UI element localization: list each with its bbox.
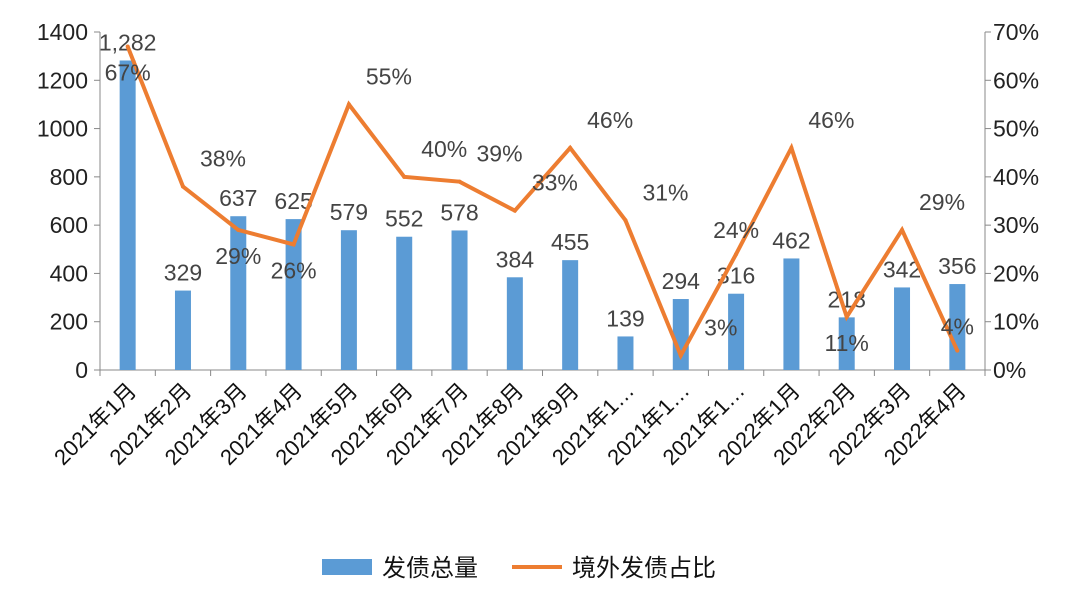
left-tick-label: 0 xyxy=(75,357,88,383)
bar-data-label: 384 xyxy=(496,246,535,272)
left-tick-label: 1400 xyxy=(37,19,88,45)
line-data-label: 31% xyxy=(642,179,688,205)
line-point xyxy=(568,145,573,150)
bar xyxy=(119,60,136,370)
bar-data-label: 455 xyxy=(551,229,589,255)
line-point xyxy=(457,179,462,184)
line-point xyxy=(623,218,628,223)
right-tick-label: 40% xyxy=(993,164,1039,190)
right-tick-label: 10% xyxy=(993,309,1039,335)
bar-data-label: 294 xyxy=(662,268,701,294)
bar xyxy=(506,277,523,370)
bar xyxy=(617,336,634,370)
bar xyxy=(949,284,966,370)
line-point xyxy=(402,174,407,179)
line-data-label: 11% xyxy=(825,330,869,356)
line-data-label: 55% xyxy=(366,63,412,89)
line-point xyxy=(291,242,296,247)
right-tick-label: 50% xyxy=(993,116,1039,142)
line-point xyxy=(789,145,794,150)
right-tick-label: 0% xyxy=(993,357,1026,383)
line-data-label: 40% xyxy=(421,136,467,162)
legend-bar-swatch xyxy=(322,559,372,575)
line-point xyxy=(955,348,960,353)
bar-data-label: 579 xyxy=(330,199,368,225)
line-point xyxy=(236,227,241,232)
line-data-label: 26% xyxy=(271,257,317,283)
bar xyxy=(285,219,302,370)
bar xyxy=(396,236,413,370)
line-data-label: 29% xyxy=(919,189,965,215)
bar-data-label: 356 xyxy=(938,253,976,279)
left-tick-label: 1000 xyxy=(37,116,88,142)
line-data-label: 24% xyxy=(713,217,759,243)
line-point xyxy=(180,184,185,189)
legend-line-label: 境外发债占比 xyxy=(572,555,716,582)
line-point xyxy=(346,102,351,107)
line-data-label: 46% xyxy=(808,107,854,133)
right-tick-label: 70% xyxy=(993,19,1039,45)
bar xyxy=(174,290,191,370)
left-tick-label: 200 xyxy=(50,309,88,335)
bar xyxy=(451,230,468,370)
bar xyxy=(562,260,579,370)
line-data-label: 3% xyxy=(704,315,737,341)
left-tick-label: 400 xyxy=(50,260,88,286)
right-tick-label: 20% xyxy=(993,260,1039,286)
legend-bar-label: 发债总量 xyxy=(382,555,478,582)
right-tick-label: 60% xyxy=(993,67,1039,93)
bar xyxy=(230,216,247,370)
line-data-label: 33% xyxy=(532,170,578,196)
bar xyxy=(783,258,800,370)
bar-data-label: 552 xyxy=(385,206,423,232)
line-series xyxy=(125,45,960,361)
bar xyxy=(894,287,911,370)
bar-data-label: 578 xyxy=(440,199,478,225)
left-tick-label: 600 xyxy=(50,212,88,238)
line-point xyxy=(844,314,849,319)
line-point xyxy=(900,227,905,232)
bar-data-label: 462 xyxy=(772,227,810,253)
line-data-label: 39% xyxy=(477,141,523,167)
bar xyxy=(838,317,855,370)
line-point xyxy=(678,353,683,358)
left-tick-label: 1200 xyxy=(37,67,88,93)
right-tick-label: 30% xyxy=(993,212,1039,238)
line-data-label: 67% xyxy=(105,59,151,85)
line-data-label: 29% xyxy=(215,243,261,269)
bar-data-label: 329 xyxy=(164,260,202,286)
bar xyxy=(340,230,357,370)
line-point xyxy=(125,44,130,49)
line-data-label: 4% xyxy=(941,314,974,340)
line-data-label: 46% xyxy=(587,107,633,133)
bar-data-label: 637 xyxy=(219,185,257,211)
line-data-label: 38% xyxy=(200,146,246,172)
line-point xyxy=(512,208,517,213)
bar xyxy=(728,293,745,370)
left-tick-label: 800 xyxy=(50,164,88,190)
bar-data-label: 139 xyxy=(606,305,644,331)
line-point xyxy=(734,252,739,257)
